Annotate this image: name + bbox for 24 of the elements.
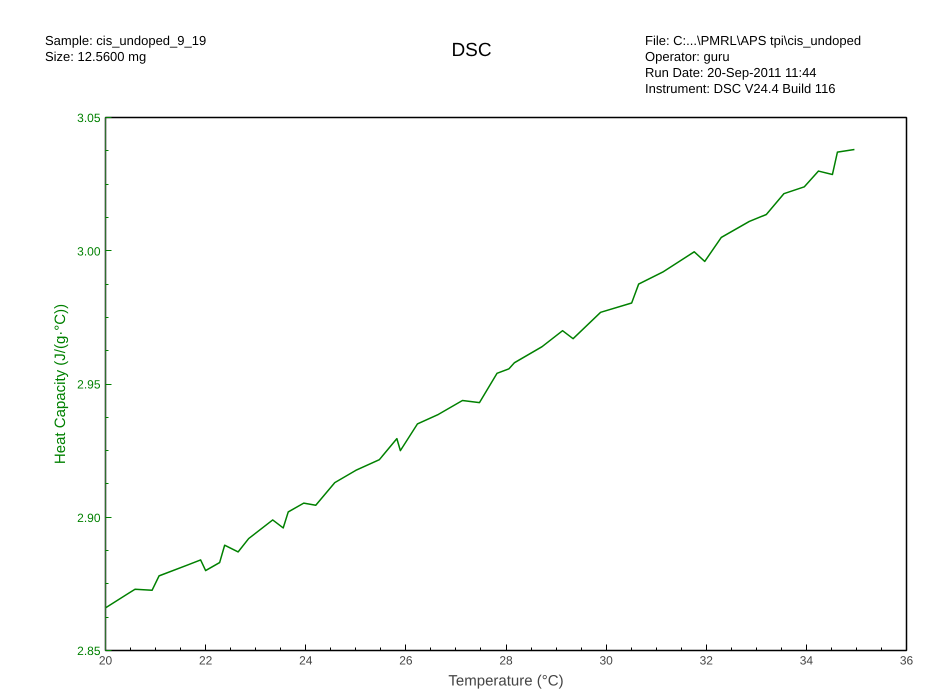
x-tick-label: 36 [900,654,914,668]
text: Operator: guru [645,49,730,64]
x-tick-label: 34 [800,654,814,668]
text: File: C:...\PMRL\APS tpi\cis_undoped [645,33,862,48]
y-tick-label: 2.95 [77,378,101,392]
x-tick-label: 28 [499,654,513,668]
x-tick-label: 24 [299,654,313,668]
x-tick-label: 20 [98,654,112,668]
x-tick-label: 30 [599,654,614,668]
x-tick-label: 32 [700,654,714,668]
text: Size: 12.5600 mg [45,49,146,64]
y-axis-title: Heat Capacity (J/(g·°C)) [52,304,70,464]
text: Sample: cis_undoped_9_19 [45,33,206,48]
x-tick-label: 26 [399,654,413,668]
y-tick-label: 2.90 [77,510,101,525]
text: Instrument: DSC V24.4 Build 116 [645,81,836,96]
line-series [106,148,856,609]
text: Run Date: 20-Sep-2011 11:44 [645,65,817,80]
chart-title: DSC [451,40,492,61]
y-tick-label: 2.85 [77,644,101,658]
y-tick-label: 3.00 [77,244,101,258]
x-axis-title: Temperature (°C) [448,672,564,690]
y-tick-label: 3.05 [77,111,101,125]
x-tick-label: 22 [198,654,213,668]
